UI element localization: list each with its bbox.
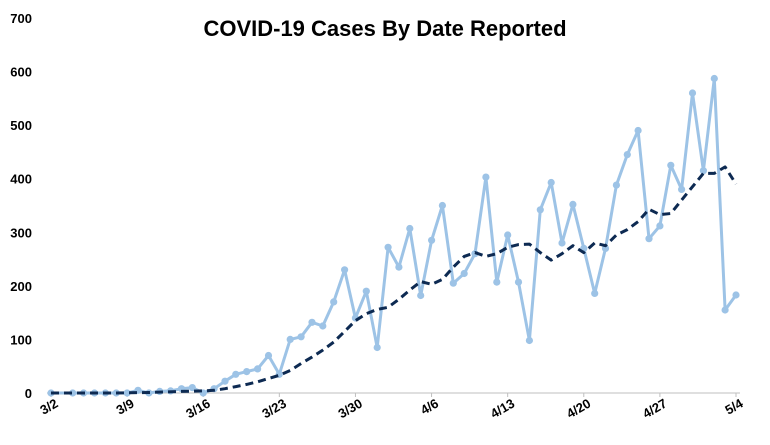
data-point <box>514 278 523 286</box>
data-point <box>656 222 664 230</box>
y-tick-label: 500 <box>10 118 32 133</box>
data-point <box>417 291 425 300</box>
x-tick-label: 3/2 <box>37 396 60 418</box>
x-tick-label: 4/13 <box>488 396 517 422</box>
data-point <box>493 278 501 286</box>
x-tick-label: 4/6 <box>418 396 441 418</box>
data-point <box>286 335 294 343</box>
series-layer <box>47 74 740 397</box>
data-point <box>612 181 621 189</box>
data-point <box>645 235 653 243</box>
data-point <box>330 298 338 306</box>
data-point <box>188 384 196 392</box>
data-point <box>232 370 240 378</box>
chart-title: COVID-19 Cases By Date Reported <box>203 16 566 41</box>
data-point <box>591 289 599 297</box>
y-tick-label: 100 <box>10 332 32 347</box>
series-average-line <box>51 165 738 395</box>
data-point <box>254 365 262 373</box>
data-point <box>395 263 403 271</box>
data-point <box>308 318 316 326</box>
data-point <box>558 239 566 247</box>
data-point <box>384 243 392 251</box>
y-tick-label: 300 <box>10 225 32 240</box>
x-tick-label: 3/30 <box>336 396 365 422</box>
y-tick-label: 0 <box>25 386 32 401</box>
data-point <box>297 333 305 341</box>
x-tick-label: 3/16 <box>183 396 212 422</box>
data-point <box>438 201 446 210</box>
data-point <box>373 343 381 352</box>
x-tick-label: 3/9 <box>113 396 136 418</box>
y-tick-label: 600 <box>10 65 32 80</box>
x-tick-label: 3/23 <box>259 396 288 422</box>
data-point <box>341 266 349 274</box>
data-point <box>688 89 697 97</box>
y-axis: 0 100 200 300 400 500 600 700 <box>10 11 32 401</box>
y-tick-label: 400 <box>10 172 32 187</box>
data-point <box>721 306 729 314</box>
data-point <box>547 178 555 187</box>
data-point <box>536 206 544 214</box>
data-point <box>667 161 675 169</box>
data-point <box>525 336 534 345</box>
data-point <box>710 74 718 83</box>
data-point <box>449 279 457 287</box>
data-point <box>460 269 468 278</box>
x-tick-label: 4/20 <box>564 396 593 422</box>
data-point <box>221 377 229 385</box>
data-point <box>732 291 740 299</box>
x-tick-label: 5/4 <box>722 395 746 417</box>
data-point <box>634 126 642 135</box>
series-daily-line <box>51 77 738 395</box>
y-tick-label: 200 <box>10 279 32 294</box>
data-point <box>362 287 370 295</box>
y-tick-label: 700 <box>10 11 32 26</box>
data-point <box>623 151 631 159</box>
data-point <box>406 224 414 233</box>
data-point <box>69 389 77 397</box>
data-point <box>428 236 436 244</box>
data-point <box>504 231 512 239</box>
data-point <box>678 185 686 193</box>
data-point <box>243 368 251 376</box>
x-axis: 3/2 3/9 3/16 3/23 3/30 4/6 4/13 4/20 4/27 5/4 <box>37 393 746 421</box>
x-tick-label: 4/27 <box>640 396 669 422</box>
data-point <box>482 173 490 181</box>
data-point <box>264 351 273 360</box>
data-point <box>123 389 131 397</box>
data-point <box>319 322 327 330</box>
data-point <box>699 167 708 175</box>
data-point <box>569 200 577 208</box>
